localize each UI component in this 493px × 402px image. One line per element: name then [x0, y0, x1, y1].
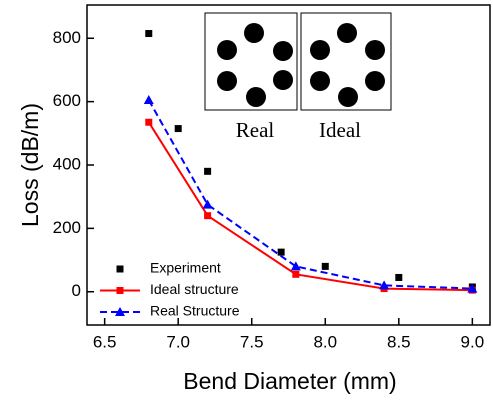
y-tick-label: 600 — [53, 91, 81, 110]
inset-label: Ideal — [319, 118, 361, 142]
marker — [292, 271, 299, 278]
inset — [205, 13, 391, 110]
y-tick-label: 200 — [53, 218, 81, 237]
x-tick-label: 8.0 — [313, 332, 337, 351]
y-axis-title: Loss (dB/m) — [17, 103, 43, 227]
marker — [145, 30, 152, 37]
legend-label: Real Structure — [150, 303, 240, 319]
page: {"chart_data": {"type": "line", "x_label… — [0, 0, 493, 402]
marker — [204, 212, 211, 219]
marker — [175, 125, 182, 132]
marker — [203, 200, 213, 209]
legend-label: Ideal structure — [150, 281, 239, 297]
legend-marker — [117, 287, 124, 294]
marker — [278, 249, 285, 256]
x-axis-title: Bend Diameter (mm) — [183, 368, 396, 394]
y-tick-label: 400 — [53, 154, 81, 173]
marker — [204, 168, 211, 175]
marker — [322, 263, 329, 270]
legend-label: Experiment — [150, 260, 221, 276]
y-tick-label: 800 — [53, 28, 81, 47]
inset-label: Real — [236, 118, 275, 142]
chart: Bend Diameter (mm) Loss (dB/m) Real Idea… — [0, 0, 493, 402]
x-tick-label: 7.5 — [240, 332, 264, 351]
legend-marker — [117, 266, 124, 273]
marker — [144, 95, 154, 104]
y-tick-label: 0 — [72, 281, 81, 300]
x-tick-label: 7.0 — [166, 332, 190, 351]
x-tick-label: 6.5 — [93, 332, 117, 351]
x-tick-label: 9.0 — [461, 332, 485, 351]
marker — [145, 119, 152, 126]
marker — [395, 274, 402, 281]
x-tick-label: 8.5 — [387, 332, 411, 351]
